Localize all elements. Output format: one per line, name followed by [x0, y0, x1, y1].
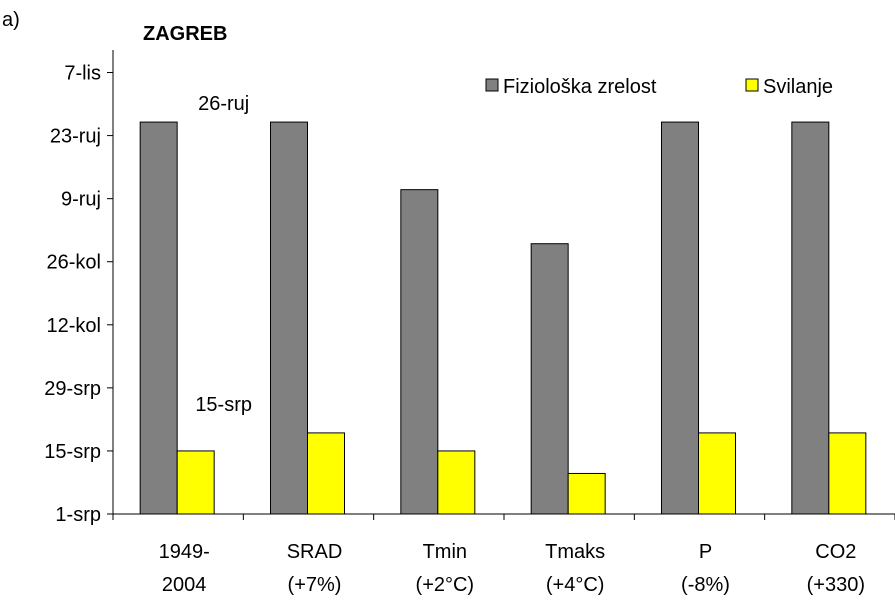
legend-label: Svilanje	[763, 76, 833, 98]
bar	[139, 121, 178, 515]
y-tick-label: 15-srp	[44, 441, 101, 463]
legend-swatch	[745, 78, 759, 92]
legend-label: Fiziološka zrelost	[503, 76, 657, 98]
bar	[530, 243, 569, 515]
panel-label: a)	[2, 9, 20, 31]
x-tick-label: (+330)	[807, 574, 865, 596]
bar	[270, 121, 308, 515]
x-tick-label: Tmin	[423, 541, 467, 563]
legend-swatch	[485, 78, 499, 92]
value-label: 15-srp	[195, 394, 252, 416]
y-tick-label: 29-srp	[44, 378, 101, 400]
x-tick-label: (+2°C)	[416, 574, 475, 596]
bar	[400, 189, 439, 515]
bar	[307, 432, 345, 515]
bar	[791, 121, 830, 515]
bar	[828, 432, 867, 515]
value-label: 26-ruj	[198, 93, 249, 115]
x-tick-label: (-8%)	[681, 574, 730, 596]
y-tick-label: 1-srp	[55, 504, 101, 526]
bar	[567, 472, 606, 515]
x-tick-label: CO2	[815, 541, 856, 563]
x-tick-label: (+7%)	[288, 574, 342, 596]
y-tick-label: 9-ruj	[61, 189, 101, 211]
x-tick-label: SRAD	[287, 541, 343, 563]
bar	[176, 450, 215, 515]
x-tick-label: (+4°C)	[546, 574, 605, 596]
y-tick-label: 23-ruj	[50, 126, 101, 148]
x-tick-label: P	[699, 541, 712, 563]
bar	[661, 121, 699, 515]
x-tick-label: Tmaks	[545, 541, 605, 563]
bar	[437, 450, 476, 515]
bar	[698, 432, 736, 515]
y-tick-label: 7-lis	[64, 63, 101, 85]
y-tick-label: 26-kol	[47, 252, 101, 274]
x-tick-label: 2004	[162, 574, 207, 596]
x-tick-label: 1949-	[159, 541, 210, 563]
chart-title: ZAGREB	[143, 23, 227, 45]
y-tick-label: 12-kol	[47, 315, 101, 337]
